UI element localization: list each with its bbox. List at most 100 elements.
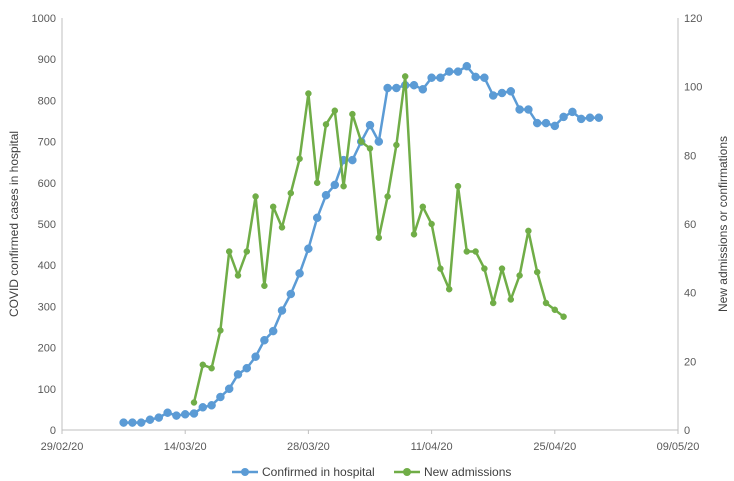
data-point [198,403,208,412]
data-point [374,137,384,146]
data-point [234,272,242,279]
data-point [453,67,463,76]
data-point [207,401,216,410]
right-tick-label: 40 [684,288,696,300]
legend: Confirmed in hospital New admissions [232,465,511,479]
data-point [401,73,409,80]
data-point [225,248,233,255]
data-point [217,327,224,334]
series-line [123,64,599,424]
data-point [585,113,595,122]
data-point [331,107,339,114]
left-tick-label: 400 [38,260,56,272]
data-point [136,418,146,427]
right-tick-label: 20 [684,356,696,368]
data-point [251,352,260,361]
legend-swatch-marker [403,468,411,476]
data-point [321,190,331,200]
data-point [304,244,313,253]
data-point [471,72,480,82]
data-point [472,248,479,255]
left-tick-label: 600 [38,178,56,190]
series-new-admissions [190,73,567,406]
data-point [445,285,453,293]
data-point [507,296,515,303]
data-point [532,118,542,128]
data-point [454,182,462,190]
left-tick-label: 900 [38,54,56,66]
data-point [172,411,181,420]
data-point [312,213,322,223]
data-point [340,182,347,190]
data-point [515,105,524,114]
data-point [305,90,312,97]
data-point [269,203,277,211]
left-tick-label: 500 [38,219,56,231]
left-tick-label: 800 [38,95,56,107]
left-tick-label: 200 [38,343,56,355]
data-point [419,203,427,211]
data-point [551,306,559,314]
right-tick-label: 80 [684,150,696,162]
left-tick-label: 100 [38,384,56,396]
data-point [286,289,296,299]
data-point [366,145,374,152]
data-point [481,265,488,272]
data-point [242,363,252,373]
data-point [560,313,567,320]
axes [61,18,679,431]
x-tick-label: 14/03/20 [164,441,207,453]
data-point [375,234,383,241]
series-layer [119,61,604,427]
data-point [180,410,190,419]
data-point [392,83,401,93]
data-point [154,413,164,422]
data-point [189,409,199,418]
right-tick-label: 120 [684,13,702,25]
data-point [462,61,472,71]
data-point [243,248,251,255]
data-point [261,282,268,290]
data-point [278,224,286,231]
left-tick-label: 0 [50,425,56,437]
data-point [427,73,436,82]
legend-item-admissions: New admissions [394,465,511,479]
x-tick-label: 25/04/20 [533,441,576,453]
x-tick-label: 28/03/20 [287,441,330,453]
data-point [428,220,435,228]
data-point [480,73,489,82]
left-axis-title: COVID confirmed cases in hospital [7,131,21,317]
data-point [541,118,551,128]
data-point [409,80,419,90]
data-point [224,384,234,394]
data-point [524,105,533,114]
data-point [463,248,471,255]
data-point [295,269,304,278]
data-point [436,73,445,82]
data-point [296,155,303,163]
left-tick-label: 1000 [32,13,56,25]
data-point [594,113,604,122]
data-point [488,91,498,100]
data-point [268,326,278,336]
legend-item-confirmed: Confirmed in hospital [232,465,375,479]
data-point [357,138,365,145]
data-point [506,87,516,96]
data-point [163,408,172,417]
data-point [348,155,357,165]
data-point [383,83,392,93]
series-confirmed-in-hospital [119,61,604,427]
data-point [199,361,207,369]
right-axis-ticks: 0 20 40 60 80 100 120 [684,13,702,437]
data-point [542,299,550,307]
data-point [516,272,523,279]
data-point [330,180,340,190]
data-point [498,265,506,272]
right-tick-label: 60 [684,219,696,231]
right-tick-label: 100 [684,82,702,94]
data-point [437,265,444,272]
right-axis-title: New admissions or confirmations [716,136,730,312]
data-point [216,392,225,402]
data-point [410,231,418,238]
data-point [208,364,215,372]
